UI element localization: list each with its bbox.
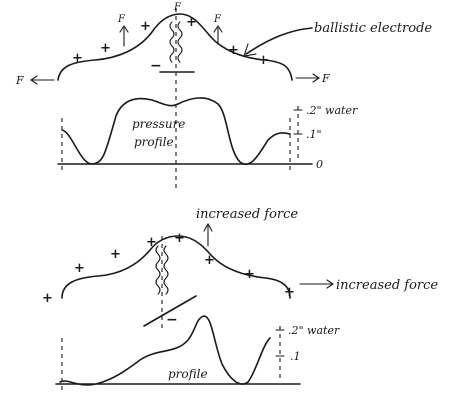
svg-text:+: +: [146, 235, 157, 250]
top-profile-label-2: profile: [134, 135, 174, 149]
svg-text:+: +: [228, 43, 239, 58]
svg-text:+: +: [244, 267, 255, 282]
svg-text:+: +: [186, 15, 197, 30]
top-scale-zero: 0: [316, 158, 323, 171]
bottom-panel: increased force − + + + + + + + + increa…: [42, 207, 438, 390]
svg-text:+: +: [174, 231, 185, 246]
top-electrode-coil-2: [177, 21, 183, 63]
top-electrode-coil: [169, 21, 175, 63]
top-electrode-sign: −: [150, 58, 162, 74]
svg-text:F: F: [173, 2, 182, 13]
svg-text:F: F: [15, 74, 24, 87]
bottom-profile-label: profile: [168, 367, 208, 381]
callout-arrow: [245, 27, 313, 55]
svg-text:+: +: [140, 19, 151, 34]
top-scale-top: .2" water: [306, 104, 358, 117]
bottom-scale-top: .2" water: [288, 324, 340, 337]
callout-label: ballistic electrode: [314, 21, 432, 36]
svg-text:F: F: [213, 14, 222, 25]
callout-arrowhead: [243, 43, 257, 57]
svg-text:+: +: [284, 285, 295, 300]
top-body-outline: [57, 13, 293, 81]
bottom-up-force-label: increased force: [196, 207, 298, 222]
svg-text:+: +: [72, 51, 83, 66]
bottom-body-outline: [61, 235, 291, 299]
top-scale: .2" water .1" 0: [293, 104, 358, 171]
bottom-electrode-coil-2: [163, 245, 169, 295]
top-panel: − + + + + + + F F F F: [15, 2, 432, 190]
bottom-electrode-sign: −: [166, 312, 178, 328]
bottom-electrode-coil: [155, 245, 161, 295]
bottom-right-force-label: increased force: [336, 278, 438, 293]
top-profile-label-1: pressure: [132, 117, 185, 131]
svg-text:+: +: [258, 53, 269, 68]
bottom-plus-signs: + + + + + + + +: [42, 231, 295, 306]
bottom-scale: .2" water .1: [275, 324, 340, 382]
top-left-force-arrow: F: [15, 74, 55, 87]
top-plus-signs: + + + + + +: [72, 15, 269, 68]
top-up-arrows: F F F: [117, 2, 223, 47]
svg-text:+: +: [100, 41, 111, 56]
bottom-pressure-profile: [59, 315, 271, 386]
svg-text:F: F: [321, 72, 330, 85]
svg-text:+: +: [204, 253, 215, 268]
svg-text:+: +: [110, 247, 121, 262]
svg-text:F: F: [117, 14, 126, 25]
svg-text:+: +: [42, 291, 53, 306]
top-pressure-profile: [61, 97, 291, 165]
bottom-scale-mid: .1: [290, 350, 301, 363]
top-scale-mid: .1": [306, 128, 322, 141]
svg-text:+: +: [74, 261, 85, 276]
top-right-force-arrow: F: [295, 72, 330, 85]
bottom-electrode-plate: [143, 295, 197, 327]
